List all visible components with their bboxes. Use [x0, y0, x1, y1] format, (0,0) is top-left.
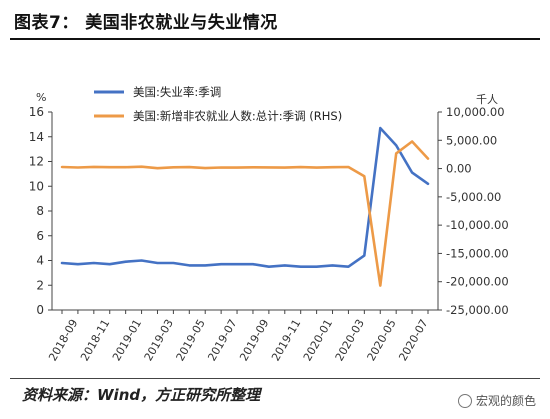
x-tick-label: 2019-11 — [269, 317, 303, 363]
left-tick-label: 10 — [29, 179, 44, 193]
left-tick-label: 16 — [29, 105, 44, 119]
legend-label-2: 美国:新增非农就业人数:总计:季调 (RHS) — [133, 109, 342, 123]
x-tick-label: 2020-07 — [396, 317, 430, 363]
x-tick-label: 2018-09 — [46, 317, 80, 363]
right-tick-label: -5,000.00 — [446, 190, 501, 204]
figure-title: 图表7： 美国非农就业与失业情况 — [14, 13, 278, 33]
x-tick-label: 2019-01 — [110, 317, 144, 363]
watermark-text: 宏观的颜色 — [475, 394, 536, 408]
x-tick-label: 2019-07 — [205, 317, 239, 363]
x-tick-label: 2020-03 — [333, 317, 367, 363]
source-rule — [10, 378, 540, 379]
left-tick-label: 2 — [36, 278, 44, 292]
x-tick-label: 2019-09 — [237, 317, 271, 363]
left-tick-label: 14 — [29, 130, 44, 144]
source-note: 资料来源：Wind，方正研究所整理 — [22, 386, 261, 404]
right-tick-label: -15,000.00 — [446, 246, 509, 260]
x-tick-label: 2020-05 — [365, 317, 399, 363]
series-line-2 — [60, 140, 430, 287]
left-tick-label: 4 — [36, 254, 44, 268]
left-tick-label: 8 — [36, 204, 44, 218]
x-tick-label: 2019-05 — [174, 317, 208, 363]
left-tick-label: 6 — [36, 229, 44, 243]
x-tick-label: 2018-11 — [78, 317, 112, 363]
title-rule — [10, 38, 540, 40]
right-tick-label: -10,000.00 — [446, 218, 509, 232]
x-tick-label: 2019-03 — [142, 317, 176, 363]
right-unit-label: 千人 — [476, 93, 498, 106]
right-tick-label: 5,000.00 — [446, 133, 497, 147]
wechat-icon — [457, 393, 472, 408]
right-tick-label: -20,000.00 — [446, 275, 509, 289]
x-tick-label: 2020-01 — [301, 317, 335, 363]
left-tick-label: 0 — [36, 303, 44, 317]
right-tick-label: -25,000.00 — [446, 303, 509, 317]
right-tick-label: 10,000.00 — [446, 105, 505, 119]
legend-label-1: 美国:失业率:季调 — [133, 85, 221, 99]
series-line-1 — [60, 126, 430, 269]
left-tick-label: 12 — [29, 155, 44, 169]
chart-canvas: 0 2 4 6 8 10 12 14 16% 10,000.00 5,000.00 0.00 -5,00… — [29, 85, 509, 363]
left-unit-label: % — [36, 91, 46, 104]
right-tick-label: 0.00 — [446, 162, 472, 176]
watermark: 宏观的颜色 — [457, 392, 536, 409]
